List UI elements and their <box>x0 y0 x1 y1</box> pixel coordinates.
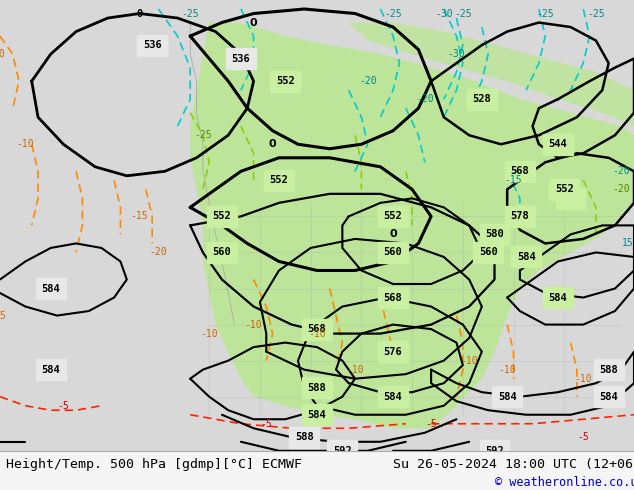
Text: 552: 552 <box>384 211 403 221</box>
Text: 0: 0 <box>389 229 397 240</box>
Text: 0: 0 <box>136 8 143 19</box>
Text: -10: -10 <box>574 374 592 384</box>
Polygon shape <box>190 23 634 428</box>
Text: -5: -5 <box>0 311 6 320</box>
Text: 580: 580 <box>485 229 504 240</box>
Text: 544: 544 <box>548 139 567 149</box>
Text: 560: 560 <box>384 247 403 257</box>
Text: 560: 560 <box>479 247 498 257</box>
Text: -30: -30 <box>448 49 465 59</box>
Text: 10: 10 <box>0 49 6 59</box>
Text: 560: 560 <box>212 247 231 257</box>
Text: 568: 568 <box>384 293 403 302</box>
Text: 552: 552 <box>276 76 295 86</box>
Text: 584: 584 <box>384 392 403 402</box>
Text: 552: 552 <box>269 175 288 185</box>
Text: 552: 552 <box>212 211 231 221</box>
Text: 588: 588 <box>307 383 327 392</box>
Text: -20: -20 <box>612 166 630 176</box>
Text: 584: 584 <box>41 365 60 375</box>
Text: -20: -20 <box>612 184 630 195</box>
Text: Su 26-05-2024 18:00 UTC (12+06): Su 26-05-2024 18:00 UTC (12+06) <box>393 458 634 471</box>
Text: -5: -5 <box>261 419 272 429</box>
Text: -25: -25 <box>194 130 212 140</box>
Text: -20: -20 <box>359 76 377 86</box>
Text: 528: 528 <box>472 94 491 104</box>
Text: -25: -25 <box>587 8 605 19</box>
Text: 15: 15 <box>622 239 633 248</box>
Text: -10: -10 <box>498 365 516 375</box>
Text: 592: 592 <box>485 446 504 456</box>
Text: -20: -20 <box>416 94 434 104</box>
Text: -25: -25 <box>384 8 402 19</box>
Text: Height/Temp. 500 hPa [gdmp][°C] ECMWF: Height/Temp. 500 hPa [gdmp][°C] ECMWF <box>6 458 302 471</box>
Text: -15: -15 <box>505 175 522 185</box>
Text: -10: -10 <box>200 329 218 339</box>
Text: 568: 568 <box>561 194 580 203</box>
Text: 576: 576 <box>384 346 403 357</box>
Text: 592: 592 <box>333 446 352 456</box>
Text: 568: 568 <box>510 166 529 176</box>
Polygon shape <box>349 23 634 126</box>
Text: -15: -15 <box>131 211 148 221</box>
Text: 588: 588 <box>295 432 314 442</box>
Text: -10: -10 <box>460 356 478 366</box>
Text: -25: -25 <box>181 8 199 19</box>
Text: 588: 588 <box>599 365 618 375</box>
Text: 584: 584 <box>517 252 536 262</box>
Text: © weatheronline.co.uk: © weatheronline.co.uk <box>495 476 634 489</box>
Text: 568: 568 <box>307 324 327 334</box>
Text: 0: 0 <box>250 18 257 27</box>
Text: -5: -5 <box>425 419 437 429</box>
Text: -25: -25 <box>454 8 472 19</box>
Text: -10: -10 <box>308 329 326 339</box>
Text: -5: -5 <box>58 401 69 411</box>
Text: -20: -20 <box>150 247 167 257</box>
Text: 584: 584 <box>548 293 567 302</box>
Text: 584: 584 <box>41 284 60 294</box>
Text: 536: 536 <box>143 40 162 50</box>
Text: 584: 584 <box>307 410 327 420</box>
Text: 552: 552 <box>555 184 574 195</box>
Text: -25: -25 <box>536 8 554 19</box>
Text: 578: 578 <box>510 211 529 221</box>
Text: -10: -10 <box>245 319 262 330</box>
Text: 536: 536 <box>231 53 250 64</box>
Text: -5: -5 <box>578 432 589 442</box>
Text: -30: -30 <box>435 8 453 19</box>
Text: 0: 0 <box>269 139 276 149</box>
Text: -10: -10 <box>16 139 34 149</box>
Text: 584: 584 <box>498 392 517 402</box>
Text: -10: -10 <box>346 365 364 375</box>
Text: 584: 584 <box>599 392 618 402</box>
